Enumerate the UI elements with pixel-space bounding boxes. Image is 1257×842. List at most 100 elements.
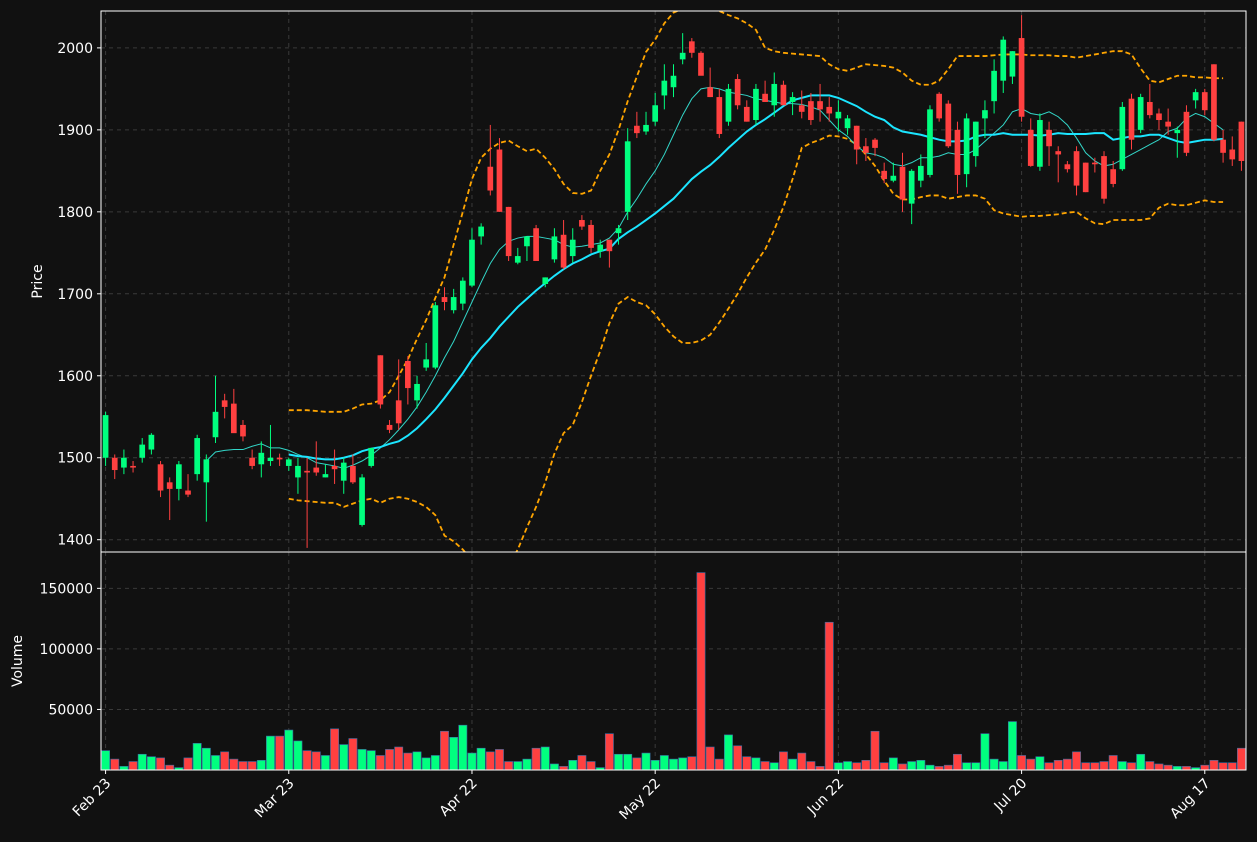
volume-bar (604, 733, 614, 770)
candle-down (606, 239, 613, 252)
x-tick-label: Apr 22 (437, 776, 481, 820)
candle-up (121, 457, 127, 468)
candle-up (661, 80, 668, 96)
candle-up (927, 109, 933, 175)
candle-down (533, 228, 539, 262)
volume-panel: 50000 100000 150000 (40, 551, 1247, 771)
candle-up (679, 52, 686, 60)
volume-bar (156, 757, 165, 770)
volume-bar (833, 762, 843, 770)
candle-down (588, 224, 594, 248)
candle-up (1192, 92, 1199, 101)
price-tick-label: 1900 (57, 123, 93, 139)
candle-up (258, 452, 265, 465)
candle-down (780, 84, 787, 106)
candle-down (688, 41, 695, 53)
candle-up (414, 383, 420, 401)
candle-up (725, 88, 732, 122)
volume-bar (348, 738, 358, 770)
volume-bar (504, 761, 514, 770)
volume-bar (220, 751, 230, 770)
volume-bar (1200, 764, 1210, 770)
candle-down (1018, 38, 1025, 117)
candle-up (514, 256, 521, 263)
candle-down (1046, 129, 1052, 147)
volume-bar (568, 760, 578, 770)
sma-short-line (205, 86, 1224, 469)
volume-bar (1117, 761, 1127, 770)
candle-up (423, 359, 430, 368)
volume-bar (128, 761, 138, 770)
candle-up (615, 228, 622, 234)
candle-up (459, 280, 466, 304)
candle-up (835, 111, 842, 119)
candle-down (1027, 129, 1034, 166)
x-tick-label: Aug 17 (1167, 776, 1213, 822)
volume-bar (1099, 761, 1109, 770)
volume-bar (467, 752, 477, 770)
volume-bar (266, 735, 275, 770)
volume-tick-label: 50000 (48, 702, 93, 718)
volume-bar (1227, 762, 1237, 770)
volume-bar (302, 750, 312, 770)
volume-bar (1172, 766, 1182, 770)
volume-bar (549, 763, 559, 770)
candle-up (432, 305, 439, 368)
volume-tick-label: 150000 (40, 581, 93, 597)
volume-bar (513, 761, 523, 770)
candlesticks (102, 15, 1245, 548)
candle-down (1183, 111, 1190, 153)
candle-up (322, 474, 329, 478)
x-axis: Feb 23 Mar 23 Apr 22 May 22 Jun 22 Jul 20 Aug … (70, 770, 1214, 823)
candle-up (450, 297, 457, 311)
x-tick-label: Jul 20 (991, 776, 1031, 816)
volume-bar (925, 764, 935, 770)
volume-bar (1090, 762, 1100, 770)
candle-down (1220, 139, 1226, 153)
candle-up (139, 444, 146, 458)
candle-up (972, 121, 979, 157)
volume-bar (962, 762, 972, 770)
candle-down (1156, 113, 1162, 121)
volume-bar (146, 756, 156, 770)
candle-up (624, 141, 631, 212)
price-tick-label: 1400 (57, 533, 93, 549)
x-tick-label: Mar 23 (252, 776, 298, 822)
candle-up (176, 464, 182, 489)
volume-bar (1026, 758, 1036, 770)
candle-up (917, 165, 924, 181)
candle-down (853, 125, 860, 150)
volume-bar (458, 724, 468, 770)
volume-bar (861, 760, 871, 770)
candle-up (1037, 120, 1043, 167)
candle-down (221, 400, 228, 407)
x-tick-label: Jun 22 (804, 776, 847, 819)
volume-bar (843, 761, 852, 770)
volume-bar (1136, 753, 1146, 770)
volume-bar (183, 757, 193, 770)
volume-bar (485, 751, 495, 770)
candle-down (716, 97, 723, 134)
volume-bar (476, 747, 486, 770)
candle-up (212, 411, 219, 438)
volume-bar (724, 734, 733, 770)
volume-bar (953, 753, 962, 770)
candle-down (1201, 92, 1208, 111)
candle-down (707, 87, 713, 98)
candle-down (936, 93, 942, 119)
volume-bar (898, 763, 907, 770)
candle-down (1211, 64, 1217, 140)
volume-bar (531, 747, 541, 770)
volume-bar (614, 753, 623, 770)
candle-up (340, 462, 347, 481)
candle-down (1110, 169, 1117, 184)
volume-bar (641, 752, 651, 770)
volume-bar (650, 760, 660, 770)
candle-down (945, 103, 952, 147)
volume-bar (394, 746, 404, 770)
volume-bar (165, 764, 175, 770)
volume-bar (806, 761, 816, 770)
sma-long-line (288, 94, 1224, 461)
